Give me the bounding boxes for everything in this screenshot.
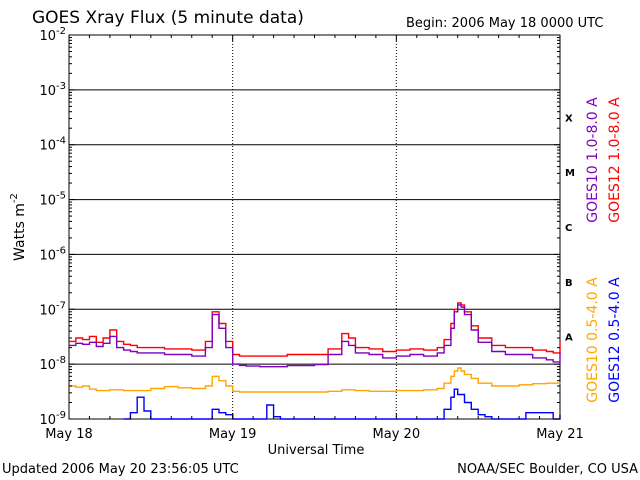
series-line-3 xyxy=(123,388,561,420)
flare-class-X: X xyxy=(565,113,573,124)
series-line-0 xyxy=(69,302,561,357)
y-tick-label: 10-6 xyxy=(39,245,66,263)
y-tick-base: 10 xyxy=(39,248,56,263)
y-axis-ticks: 10-910-810-710-610-510-410-310-2 xyxy=(39,26,560,428)
begin-date: Begin: 2006 May 18 0000 UTC xyxy=(406,16,603,31)
x-tick-label: May 18 xyxy=(45,427,93,442)
updated-timestamp: Updated 2006 May 20 23:56:05 UTC xyxy=(2,462,239,477)
y-axis-label-text: Watts m xyxy=(12,203,28,261)
flare-class-A: A xyxy=(565,333,573,344)
y-tick-label: 10-2 xyxy=(39,26,66,44)
y-tick-exponent: -5 xyxy=(56,191,66,202)
y-tick-label: 10-8 xyxy=(39,355,66,373)
y-tick-exponent: -7 xyxy=(56,300,66,311)
flare-class-M: M xyxy=(565,168,575,179)
legend-entry: GOES10 0.5-4.0 A xyxy=(585,277,601,403)
y-axis-label-exponent: -2 xyxy=(9,193,20,203)
y-tick-exponent: -8 xyxy=(56,355,66,366)
x-axis-ticks: May 18 May 19 May 20 May 21 xyxy=(45,35,584,442)
y-tick-base: 10 xyxy=(39,29,56,44)
y-tick-exponent: -2 xyxy=(56,26,66,37)
legend-entry: GOES12 1.0-8.0 A xyxy=(607,97,623,223)
series-line-2 xyxy=(69,367,561,393)
y-tick-label: 10-5 xyxy=(39,191,66,209)
x-tick-label: May 21 xyxy=(536,427,584,442)
y-axis-label: Watts m-2 xyxy=(9,193,28,261)
plot-area: 10-910-810-710-610-510-410-310-2 May 18 M… xyxy=(39,26,583,442)
flare-class-labels: A B C M X xyxy=(565,113,575,343)
y-tick-base: 10 xyxy=(39,84,56,99)
grid-lines xyxy=(69,35,560,419)
y-tick-exponent: -3 xyxy=(56,81,66,92)
x-tick-label: May 19 xyxy=(209,427,257,442)
data-series xyxy=(69,302,561,420)
y-tick-base: 10 xyxy=(39,413,56,428)
series-line-1 xyxy=(69,304,561,368)
y-tick-exponent: -4 xyxy=(56,136,66,147)
y-tick-label: 10-3 xyxy=(39,81,66,99)
plot-frame xyxy=(68,34,561,420)
y-tick-label: 10-7 xyxy=(39,300,66,318)
y-tick-label: 10-4 xyxy=(39,136,66,154)
y-tick-base: 10 xyxy=(39,303,56,318)
y-tick-base: 10 xyxy=(39,194,56,209)
legend-entry: GOES12 0.5-4.0 A xyxy=(607,277,623,403)
agency-credit: NOAA/SEC Boulder, CO USA xyxy=(457,462,638,477)
flare-class-C: C xyxy=(565,223,572,234)
legend-right: GOES12 1.0-8.0 A GOES10 1.0-8.0 A xyxy=(585,97,623,223)
y-tick-exponent: -6 xyxy=(56,245,66,256)
y-tick-base: 10 xyxy=(39,139,56,154)
y-tick-base: 10 xyxy=(39,358,56,373)
chart-title: GOES Xray Flux (5 minute data) xyxy=(32,8,304,28)
y-tick-label: 10-9 xyxy=(39,410,66,428)
legend-bottom: GOES12 0.5-4.0 A GOES10 0.5-4.0 A xyxy=(585,277,623,403)
x-axis-label: Universal Time xyxy=(268,443,365,458)
flare-class-B: B xyxy=(565,278,573,289)
x-tick-label: May 20 xyxy=(373,427,421,442)
y-tick-exponent: -9 xyxy=(56,410,66,421)
legend-entry: GOES10 1.0-8.0 A xyxy=(585,97,601,223)
